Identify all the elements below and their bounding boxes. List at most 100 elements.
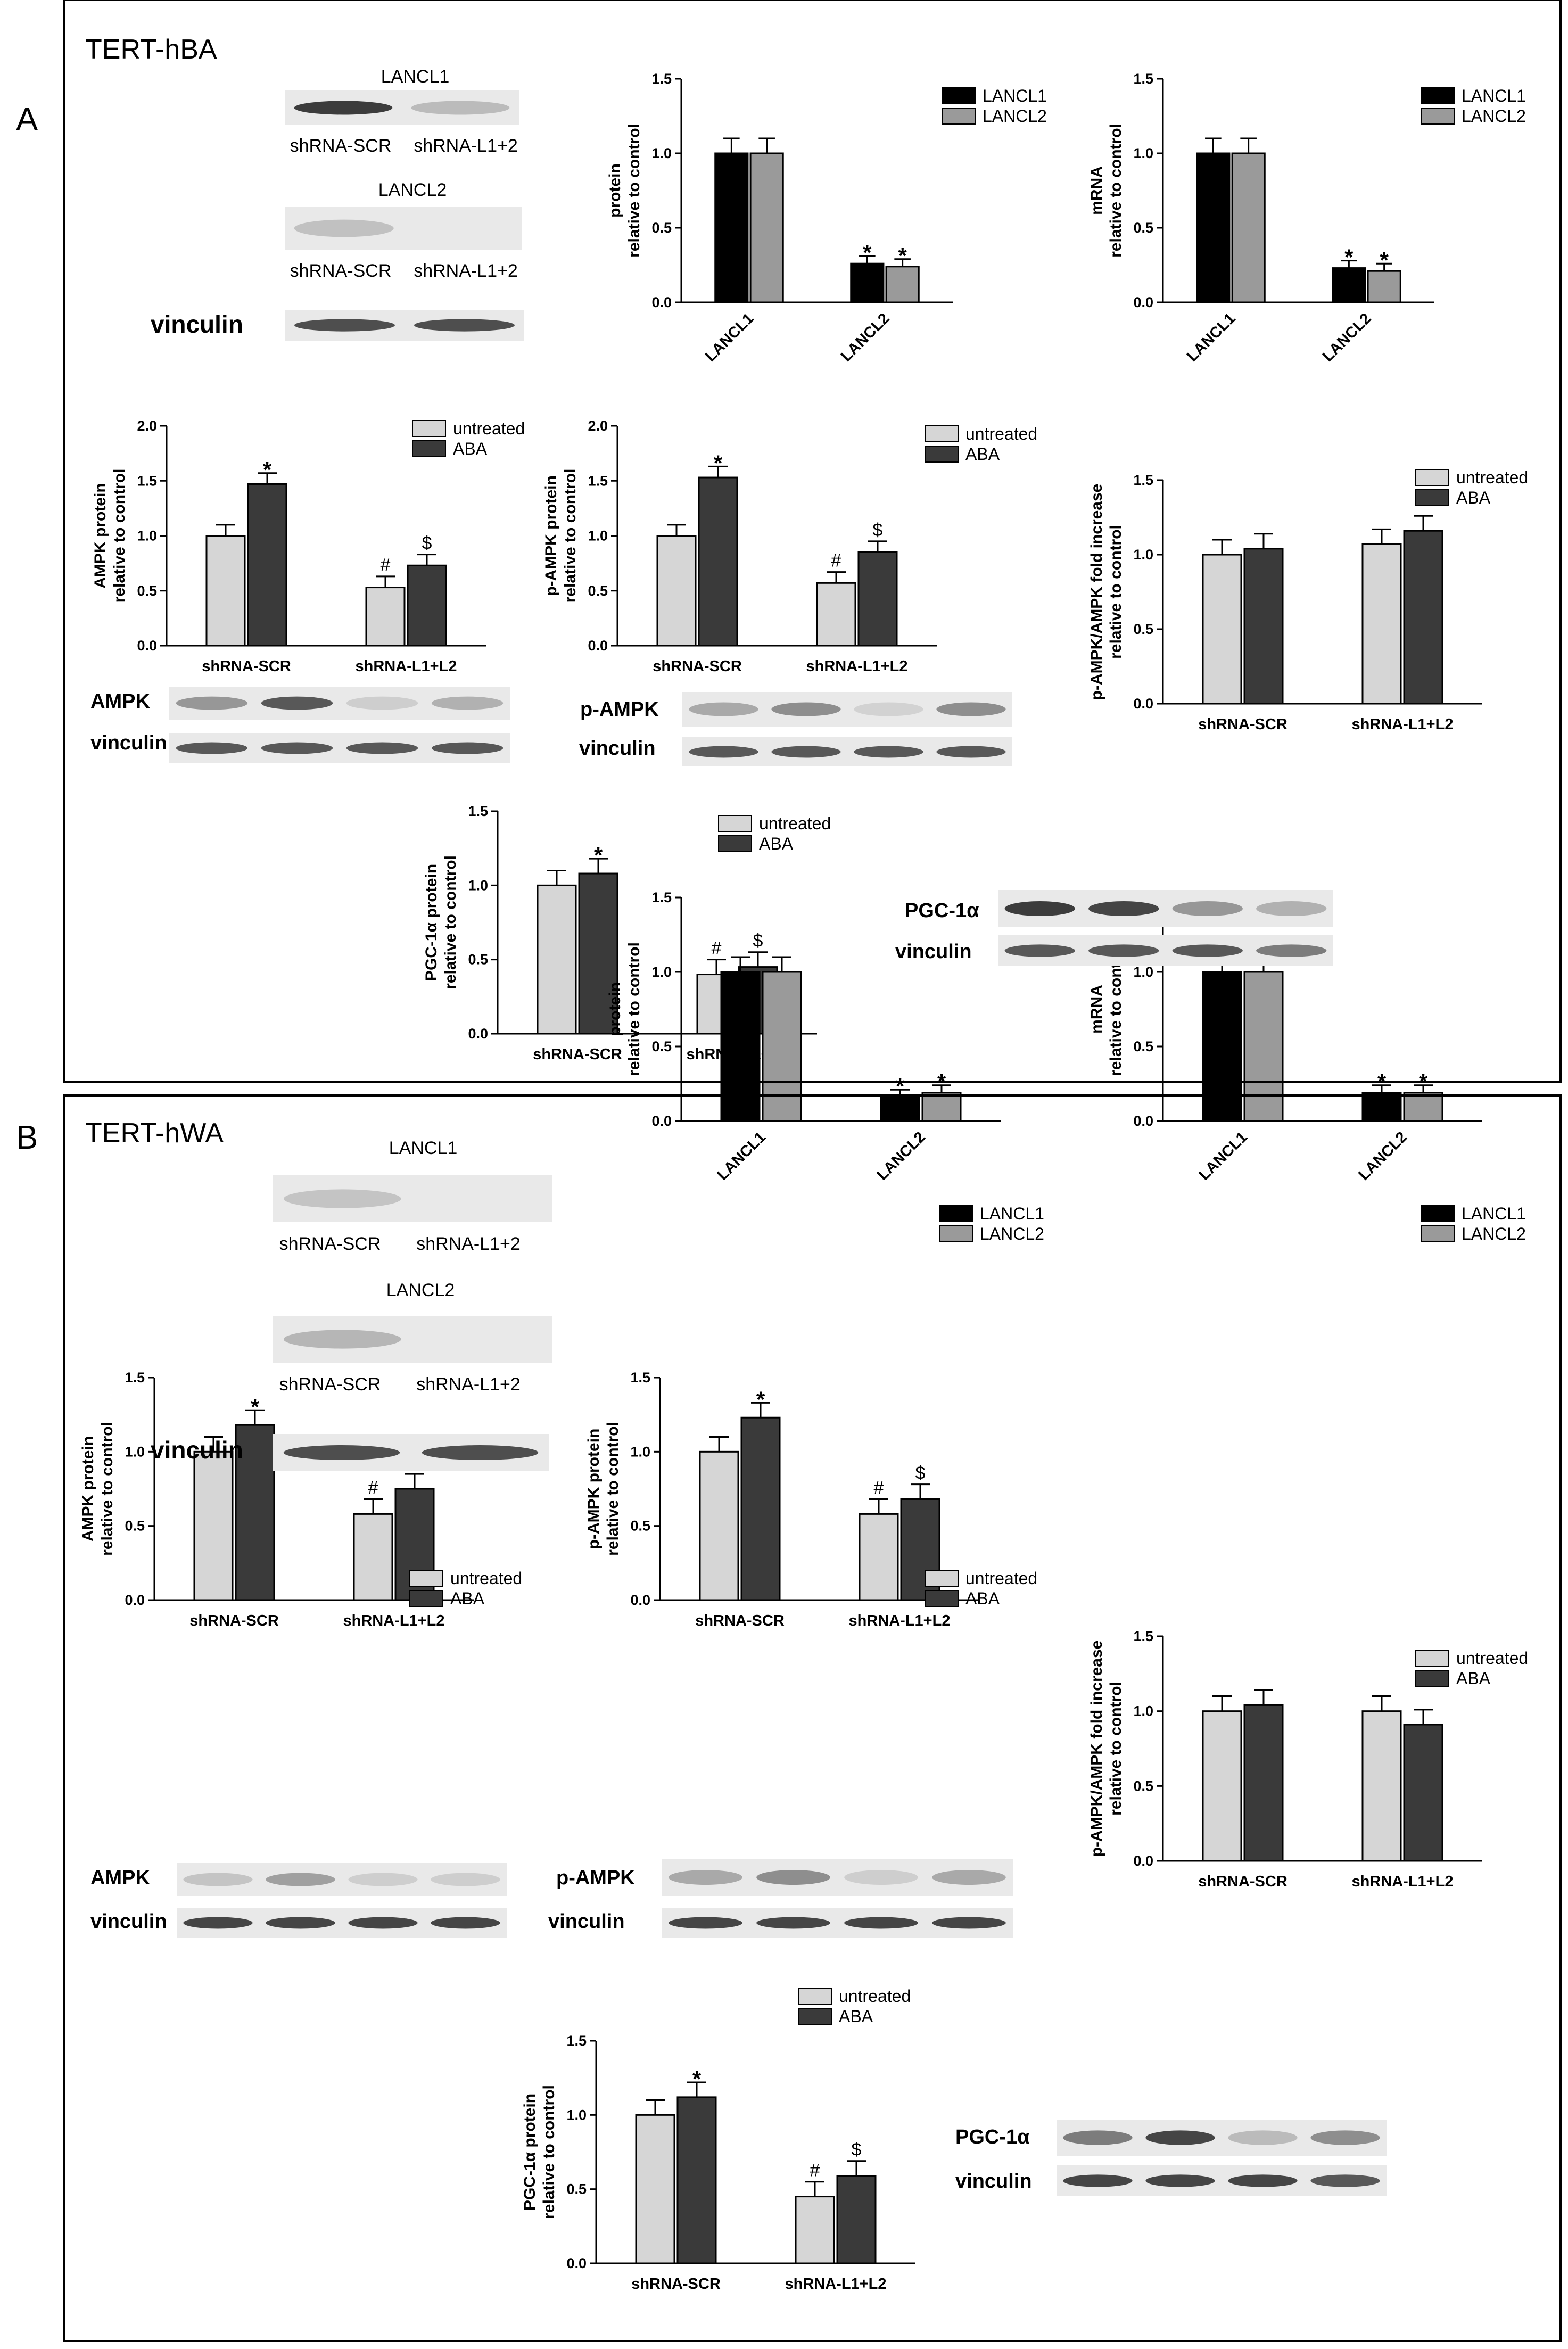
legend-swatch bbox=[412, 440, 446, 457]
y-tick-label: 0.5 bbox=[651, 220, 672, 236]
y-axis-label: protein bbox=[606, 982, 624, 1036]
y-tick-label: 1.5 bbox=[137, 473, 157, 489]
blot-band bbox=[1004, 944, 1075, 957]
bar bbox=[880, 1096, 920, 1122]
y-axis-label: relative to control bbox=[1107, 1682, 1125, 1816]
y-tick-label: 1.5 bbox=[588, 473, 608, 489]
y-axis-label: protein bbox=[606, 163, 624, 218]
legend-label: LANCL1 bbox=[1462, 1204, 1526, 1223]
bar bbox=[698, 476, 738, 647]
bar bbox=[1202, 554, 1242, 705]
y-tick-label: 0.0 bbox=[1133, 1113, 1153, 1129]
blot-label: p-AMPK bbox=[580, 698, 659, 721]
legend-label: ABA bbox=[839, 2007, 873, 2026]
blot-pgc-vinculin bbox=[1057, 2165, 1387, 2196]
significance-mark: # bbox=[810, 2161, 820, 2181]
y-tick-label: 0.5 bbox=[630, 1518, 650, 1534]
bar bbox=[537, 884, 577, 1035]
blot-band bbox=[854, 746, 923, 758]
legend-swatch bbox=[1421, 1205, 1455, 1222]
blot-lancl1 bbox=[285, 90, 519, 125]
blot-band bbox=[756, 1870, 830, 1885]
y-tick-label: 0.0 bbox=[137, 638, 157, 654]
legend-swatch bbox=[1421, 108, 1455, 125]
x-tick-label: LANCL1 bbox=[702, 310, 757, 365]
legend-swatch bbox=[1421, 1225, 1455, 1242]
bar bbox=[836, 2175, 877, 2264]
blot-label: vinculin bbox=[151, 1436, 243, 1464]
blot-band bbox=[294, 101, 393, 115]
y-tick-label: 1.0 bbox=[566, 2107, 587, 2123]
x-tick-label: shRNA-L1+L2 bbox=[1352, 716, 1454, 733]
legend-label: ABA bbox=[1456, 488, 1491, 507]
y-tick-label: 2.0 bbox=[588, 418, 608, 434]
significance-mark: * bbox=[898, 243, 907, 268]
blot-band bbox=[689, 746, 758, 758]
blot-pgc bbox=[1057, 2120, 1387, 2156]
lane-label: shRNA-SCR bbox=[279, 1374, 381, 1395]
x-tick-label: shRNA-L1+L2 bbox=[785, 2276, 887, 2293]
x-tick-label: LANCL1 bbox=[1184, 310, 1239, 365]
x-tick-label: shRNA-SCR bbox=[1198, 1873, 1288, 1890]
blot-band bbox=[261, 742, 333, 754]
blot-band bbox=[348, 1873, 418, 1886]
blot-band bbox=[294, 219, 394, 237]
legend-label: LANCL2 bbox=[1462, 106, 1526, 126]
blot-band bbox=[348, 1917, 418, 1929]
chart-A-ratio: 0.0 0.5 1.0 1.5 p-AMPK/AMPK fold increase rel… bbox=[1088, 468, 1528, 733]
y-tick-label: 1.5 bbox=[125, 1370, 145, 1386]
blot-band bbox=[261, 696, 333, 710]
bar bbox=[714, 152, 749, 303]
y-axis-label: relative to control bbox=[540, 2085, 558, 2219]
x-tick-label: LANCL2 bbox=[1319, 310, 1375, 365]
x-tick-label: shRNA-L1+L2 bbox=[806, 658, 908, 675]
legend-swatch bbox=[798, 2008, 832, 2025]
y-tick-label: 0.0 bbox=[468, 1026, 488, 1042]
significance-mark: * bbox=[863, 240, 872, 265]
bar bbox=[850, 262, 885, 303]
blot-ampk-vinculin bbox=[169, 733, 510, 763]
bar bbox=[1202, 971, 1242, 1122]
y-axis-label: AMPK protein bbox=[92, 483, 109, 588]
y-axis-label: mRNA bbox=[1088, 166, 1105, 215]
legend-swatch bbox=[925, 1590, 959, 1607]
chart-A-protein: 0.0 0.5 1.0 1.5 protein relative to control LA… bbox=[606, 71, 1047, 365]
blot-pampk-vinculin bbox=[662, 1908, 1013, 1938]
blot-band bbox=[431, 696, 504, 710]
y-tick-label: 0.5 bbox=[468, 952, 488, 968]
blot-pampk bbox=[682, 692, 1012, 727]
lane-label: shRNA-SCR bbox=[279, 1234, 381, 1254]
blot-band bbox=[1145, 2174, 1215, 2187]
y-axis-label: PGC-1α protein bbox=[521, 2094, 539, 2211]
legend-label: untreated bbox=[1456, 468, 1528, 487]
y-axis-label: p-AMPK/AMPK fold increase bbox=[1088, 484, 1105, 700]
x-tick-label: shRNA-SCR bbox=[1198, 716, 1288, 733]
blot-band bbox=[932, 1870, 1006, 1885]
legend-swatch bbox=[939, 1205, 973, 1222]
blot-band bbox=[346, 696, 418, 710]
blot-lancl1 bbox=[273, 1175, 552, 1222]
y-tick-label: 1.5 bbox=[566, 2033, 587, 2049]
bar bbox=[247, 483, 287, 647]
blot-label: vinculin bbox=[579, 737, 656, 760]
y-tick-label: 1.0 bbox=[651, 964, 672, 980]
significance-mark: # bbox=[712, 938, 722, 959]
y-axis-label: relative to control bbox=[111, 469, 128, 603]
y-tick-label: 1.0 bbox=[468, 877, 488, 893]
legend-label: LANCL2 bbox=[1462, 1224, 1526, 1243]
legend-swatch bbox=[925, 446, 959, 463]
y-tick-label: 1.5 bbox=[651, 889, 672, 905]
chart-B-ampk: 0.0 0.5 1.0 1.5 AMPK protein relative to cont… bbox=[79, 1370, 522, 1629]
significance-mark: * bbox=[594, 843, 603, 868]
blot-band bbox=[284, 1189, 401, 1208]
blot-band bbox=[844, 1917, 918, 1929]
y-tick-label: 1.0 bbox=[1133, 1703, 1153, 1719]
legend-swatch bbox=[939, 1225, 973, 1242]
legend-label: untreated bbox=[450, 1569, 522, 1588]
blot-title: LANCL2 bbox=[378, 180, 447, 200]
legend-swatch bbox=[718, 815, 752, 832]
y-tick-label: 0.0 bbox=[125, 1592, 145, 1608]
y-tick-label: 0.0 bbox=[1133, 294, 1153, 310]
x-tick-label: LANCL1 bbox=[714, 1128, 769, 1184]
x-tick-label: shRNA-SCR bbox=[653, 658, 742, 675]
